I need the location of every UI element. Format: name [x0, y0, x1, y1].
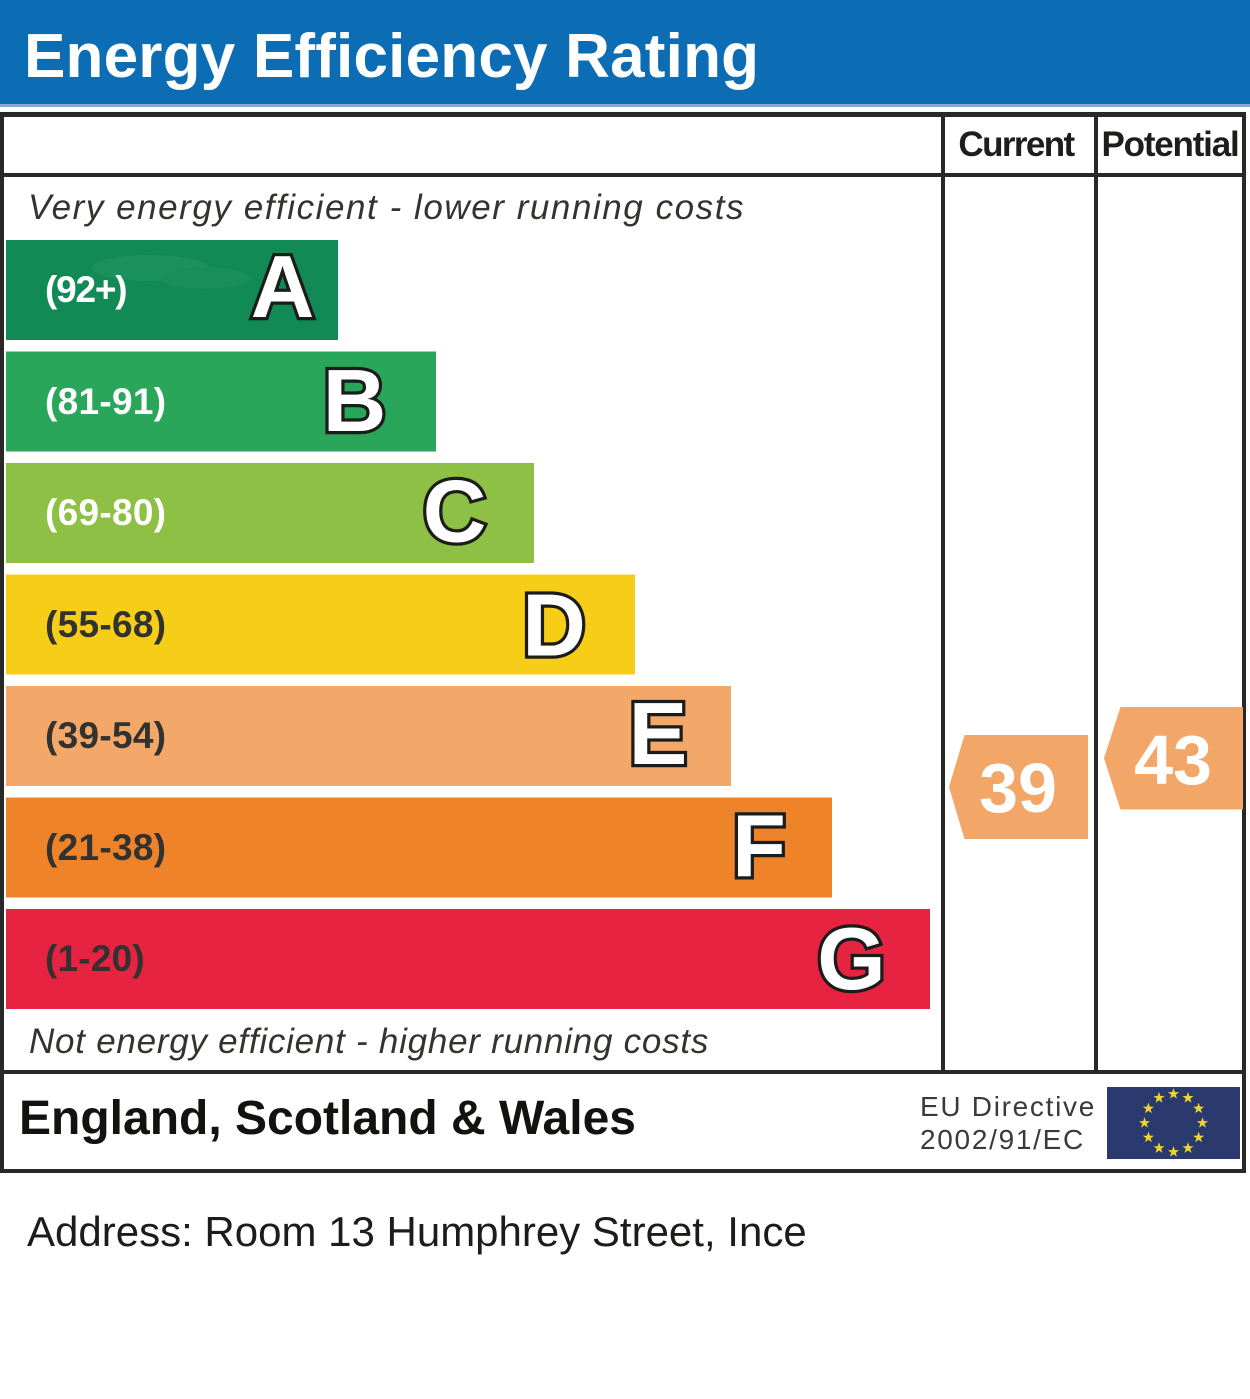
svg-text:(55-68): (55-68)	[45, 604, 166, 645]
svg-text:A: A	[251, 237, 315, 336]
svg-text:(21-38): (21-38)	[45, 827, 166, 868]
svg-text:England, Scotland & Wales: England, Scotland & Wales	[19, 1092, 636, 1145]
svg-text:(39-54): (39-54)	[45, 715, 166, 756]
svg-text:2002/91/EC: 2002/91/EC	[920, 1124, 1085, 1155]
svg-text:Address: Room 13 Humphrey Stre: Address: Room 13 Humphrey Street, Ince	[27, 1208, 807, 1255]
svg-text:E: E	[629, 684, 688, 783]
svg-text:(92+): (92+)	[45, 269, 126, 310]
svg-text:Current: Current	[958, 125, 1075, 164]
svg-text:39: 39	[979, 749, 1057, 827]
svg-text:Very energy efficient - lower: Very energy efficient - lower running co…	[28, 188, 745, 227]
svg-text:C: C	[423, 462, 487, 561]
svg-text:EU Directive: EU Directive	[920, 1091, 1096, 1122]
svg-text:G: G	[817, 909, 885, 1008]
svg-text:(81-91): (81-91)	[45, 381, 166, 422]
svg-text:B: B	[323, 351, 387, 450]
svg-text:43: 43	[1134, 721, 1212, 799]
svg-text:(1-20): (1-20)	[45, 938, 145, 979]
svg-text:D: D	[522, 576, 586, 675]
svg-text:Not energy efficient - higher: Not energy efficient - higher running co…	[29, 1022, 709, 1061]
svg-text:Energy Efficiency Rating: Energy Efficiency Rating	[24, 22, 759, 91]
svg-text:F: F	[732, 797, 786, 896]
svg-text:Potential: Potential	[1102, 125, 1239, 164]
svg-text:(69-80): (69-80)	[45, 492, 166, 533]
